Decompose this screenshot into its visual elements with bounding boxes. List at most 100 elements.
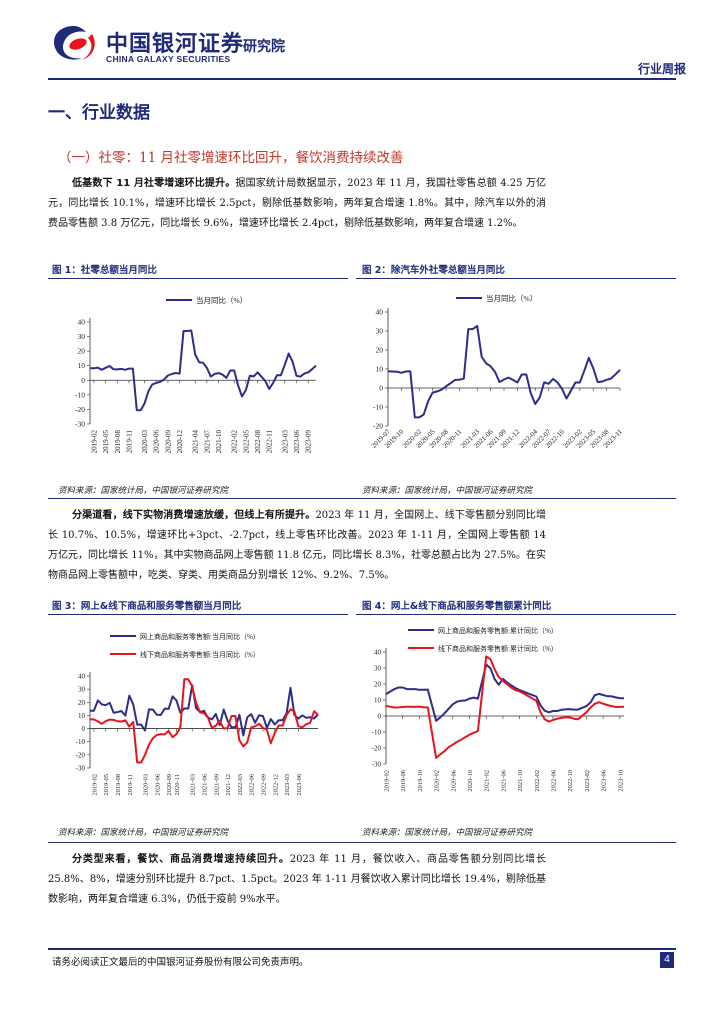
footer-rule bbox=[48, 948, 676, 950]
x-tick-label: 2022-05 bbox=[242, 430, 250, 454]
figure-1-title: 图 1：社零总额当月同比 bbox=[52, 265, 157, 276]
x-tick-label: 2023-03 bbox=[281, 430, 289, 454]
x-tick-label: 2022-11 bbox=[266, 430, 274, 454]
x-tick-label: 2021-12 bbox=[225, 774, 232, 796]
y-tick-label: 10 bbox=[376, 365, 384, 374]
x-tick-label: 2021-10 bbox=[517, 770, 524, 792]
x-tick-label: 2019-11 bbox=[127, 774, 134, 795]
x-tick-label: 2019-05 bbox=[102, 430, 110, 454]
x-tick-label: 2019-08 bbox=[114, 430, 122, 454]
paragraph-1-text: 据国家统计局数据显示，2023 年 11 月，我国社零售总额 4.25 万亿元，… bbox=[48, 178, 546, 229]
header-rule bbox=[48, 78, 676, 80]
series-line-1 bbox=[90, 329, 317, 412]
y-tick-label: 40 bbox=[78, 318, 86, 327]
y-tick-label: 10 bbox=[78, 361, 86, 370]
series-line-2 bbox=[385, 655, 625, 759]
y-tick-label: 20 bbox=[376, 346, 384, 355]
y-tick-label: -30 bbox=[372, 761, 382, 769]
x-tick-label: 2021-02 bbox=[484, 770, 491, 792]
logo-text-cn: 中国银河证券 bbox=[106, 32, 245, 57]
y-tick-label: -10 bbox=[75, 390, 85, 399]
x-tick-label: 2020-10 bbox=[467, 770, 474, 792]
y-tick-label: -10 bbox=[372, 729, 382, 737]
x-tick-label: 2022-02 bbox=[534, 770, 541, 792]
legend-label-2: 线下商品和服务零售额:当月同比（%） bbox=[140, 650, 260, 659]
series-line-1 bbox=[90, 684, 319, 737]
y-tick-label: -30 bbox=[75, 420, 85, 429]
figure-4-source: 资料来源：国家统计局，中国银河证券研究院 bbox=[362, 828, 533, 838]
page-number: 4 bbox=[660, 952, 674, 968]
x-tick-label: 2021-03 bbox=[190, 774, 197, 796]
company-logo-icon bbox=[54, 26, 95, 60]
footer-disclaimer: 请务必阅读正文最后的中国银河证券股份有限公司免责声明。 bbox=[52, 957, 309, 968]
figures-bottom-rule-2 bbox=[48, 842, 676, 843]
report-type: 行业周报 bbox=[638, 62, 687, 76]
y-tick-label: -20 bbox=[373, 422, 383, 431]
y-tick-label: 0 bbox=[81, 376, 85, 385]
chart-3: -30 -20 -10 0 10 20 30 40 2019-02 2019-05 2019-08 2… bbox=[76, 632, 319, 796]
figure-4-title: 图 4：网上&线下商品和服务零售额累计同比 bbox=[362, 601, 552, 612]
figure-3-source: 资料来源：国家统计局，中国银河证券研究院 bbox=[58, 828, 229, 838]
y-tick-label: 30 bbox=[78, 686, 86, 694]
x-tick-label: 2022-09 bbox=[260, 774, 267, 796]
series-line-1 bbox=[387, 324, 621, 419]
section-title: 一、行业数据 bbox=[48, 103, 150, 123]
chart-2: -20-100102030402019-072019-102020-022020… bbox=[370, 293, 625, 450]
figure-1-rule bbox=[48, 278, 348, 279]
x-tick-label: 2023-06 bbox=[296, 773, 303, 795]
y-tick-label: 0 bbox=[379, 384, 383, 393]
x-tick-label: 2023-09 bbox=[305, 430, 313, 454]
institute-label: 研究院 bbox=[243, 39, 285, 55]
y-tick-label: 20 bbox=[374, 681, 382, 689]
x-tick-label: 2022-12 bbox=[272, 774, 279, 796]
y-tick-label: 0 bbox=[82, 725, 86, 733]
logo-text-en: CHINA GALAXY SECURITIES bbox=[106, 54, 231, 64]
series-line-1 bbox=[385, 663, 625, 722]
x-tick-label: 2022-08 bbox=[254, 430, 262, 454]
x-tick-label: 2022-10 bbox=[567, 770, 574, 792]
y-tick-label: 10 bbox=[78, 712, 86, 720]
x-tick-label: 2023-03 bbox=[284, 774, 291, 796]
x-tick-label: 2021-04 bbox=[192, 430, 200, 454]
series-line-2 bbox=[90, 678, 319, 764]
header: 中国银河证券 CHINA GALAXY SECURITIES 研究院 行业周报 bbox=[0, 0, 724, 80]
paragraph-1: 低基数下 11 月社零增速环比提升。据国家统计局数据显示，2023 年 11 月… bbox=[48, 174, 546, 234]
x-tick-label: 2021-06 bbox=[500, 769, 507, 791]
legend-label-1: 当月同比（%） bbox=[486, 293, 537, 303]
y-tick-label: 40 bbox=[374, 649, 382, 657]
chart-4: -30 -20 -10 0 10 20 30 40 2019-02 2019-06 2019-10 2… bbox=[372, 626, 625, 792]
figure-2-source: 资料来源：国家统计局，中国银河证券研究院 bbox=[362, 486, 533, 496]
paragraph-3: 分类型来看，餐饮、商品消费增速持续回升。2023 年 11 月，餐饮收入、商品零… bbox=[48, 850, 546, 910]
figure-2-title: 图 2：除汽车外社零总额当月同比 bbox=[362, 265, 505, 276]
x-tick-label: 2020-06 bbox=[154, 773, 161, 795]
paragraph-2-text: 2023 年 11 月，全国网上、线下零售额分别同比增长 10.7%、10.5%… bbox=[48, 510, 547, 581]
legend-label-1: 网上商品和服务零售额:累计同比（%） bbox=[438, 626, 558, 635]
x-tick-label: 2021-09 bbox=[213, 774, 220, 796]
x-tick-label: 2023-02 bbox=[584, 770, 591, 792]
x-tick-label: 2023-10 bbox=[617, 770, 624, 792]
y-tick-label: 30 bbox=[376, 327, 384, 336]
x-tick-label: 2020-12 bbox=[176, 430, 184, 454]
y-tick-label: -30 bbox=[76, 765, 86, 773]
x-tick-label: 2023-06 bbox=[601, 769, 608, 791]
paragraph-3-text: 2023 年 11 月，餐饮收入、商品零售额分别同比增长 25.8%、8%，增速… bbox=[48, 854, 546, 905]
section-subtitle: （一）社零：11 月社零增速环比回升，餐饮消费持续改善 bbox=[58, 150, 404, 166]
x-tick-label: 2023-06 bbox=[293, 430, 301, 454]
y-tick-label: 30 bbox=[374, 665, 382, 673]
figure-3-rule bbox=[48, 614, 348, 615]
legend-label-1: 网上商品和服务零售额:当月同比（%） bbox=[140, 632, 260, 641]
x-tick-label: 2022-06 bbox=[249, 773, 256, 795]
x-tick-label: 2019-02 bbox=[90, 430, 98, 454]
legend-label-1: 当月同比（%） bbox=[196, 295, 247, 305]
y-tick-label: -20 bbox=[372, 745, 382, 753]
x-tick-label: 2019-06 bbox=[400, 769, 407, 791]
x-tick-label: 2020-11 bbox=[174, 774, 181, 795]
y-tick-label: 30 bbox=[78, 332, 86, 341]
y-tick-label: 40 bbox=[78, 673, 86, 681]
figure-1-source: 资料来源：国家统计局，中国银河证券研究院 bbox=[58, 486, 229, 496]
figure-4-rule bbox=[356, 614, 676, 615]
x-tick-label: 2020-03 bbox=[143, 774, 150, 796]
x-tick-label: 2020-06 bbox=[450, 769, 457, 791]
x-tick-label: 2020-06 bbox=[153, 430, 161, 454]
